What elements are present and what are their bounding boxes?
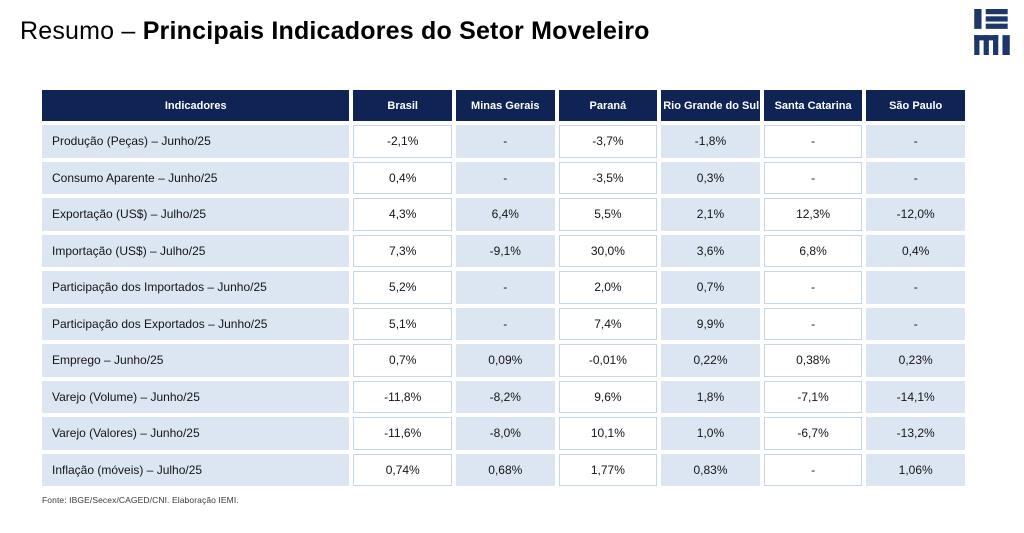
- value-cell: 0,22%: [659, 342, 762, 379]
- column-header-rio-grande-do-sul: Rio Grande do Sul: [659, 88, 762, 123]
- value-cell: 0,7%: [351, 342, 454, 379]
- value-cell: 7,4%: [556, 305, 660, 342]
- value-cell: 6,4%: [454, 196, 557, 233]
- value-cell: 0,3%: [659, 159, 762, 196]
- column-header-brasil: Brasil: [351, 88, 454, 123]
- value-cell: -12,0%: [864, 196, 967, 233]
- value-cell: 0,38%: [761, 342, 865, 379]
- value-cell: -: [454, 123, 557, 160]
- column-header-santa-catarina: Santa Catarina: [761, 88, 865, 123]
- table-row: Participação dos Exportados – Junho/25 5,…: [40, 305, 967, 342]
- value-cell: -: [454, 159, 557, 196]
- row-label: Importação (US$) – Julho/25: [40, 232, 352, 269]
- table-row: Inflação (móveis) – Julho/25 0,74% 0,68% 1,…: [40, 451, 967, 488]
- row-label: Varejo (Valores) – Junho/25: [40, 415, 352, 452]
- value-cell: -13,2%: [864, 415, 967, 452]
- source-footnote: Fonte: IBGE/Secex/CAGED/CNI. Elaboração …: [42, 495, 239, 505]
- row-label: Participação dos Importados – Junho/25: [40, 269, 352, 306]
- value-cell: -14,1%: [864, 378, 967, 415]
- value-cell: 0,4%: [351, 159, 454, 196]
- indicators-table-wrap: Indicadores Brasil Minas Gerais Paraná Rio G…: [40, 88, 967, 488]
- page-title: Resumo – Principais Indicadores do Setor…: [20, 16, 650, 46]
- value-cell: 12,3%: [761, 196, 865, 233]
- table-row: Participação dos Importados – Junho/25 5,…: [40, 269, 967, 306]
- page-title-main: Principais Indicadores do Setor Moveleir…: [142, 17, 650, 45]
- value-cell: 7,3%: [351, 232, 454, 269]
- value-cell: 10,1%: [556, 415, 660, 452]
- table-row: Consumo Aparente – Junho/25 0,4% - -3,5% 0,3…: [40, 159, 967, 196]
- row-label: Varejo (Volume) – Junho/25: [40, 378, 352, 415]
- value-cell: 5,5%: [556, 196, 660, 233]
- row-label: Produção (Peças) – Junho/25: [40, 123, 352, 160]
- value-cell: -: [864, 269, 967, 306]
- iemi-logo-icon: [974, 9, 1010, 55]
- column-header-indicadores: Indicadores: [40, 88, 352, 123]
- value-cell: 1,06%: [864, 451, 967, 488]
- value-cell: 2,1%: [659, 196, 762, 233]
- value-cell: 9,9%: [659, 305, 762, 342]
- column-header-minas-gerais: Minas Gerais: [454, 88, 557, 123]
- table-header-row: Indicadores Brasil Minas Gerais Paraná Rio G…: [40, 88, 967, 123]
- value-cell: 2,0%: [556, 269, 660, 306]
- value-cell: -9,1%: [454, 232, 557, 269]
- value-cell: 6,8%: [761, 232, 865, 269]
- value-cell: -: [864, 305, 967, 342]
- table-row: Emprego – Junho/25 0,7% 0,09% -0,01% 0,22% 0,…: [40, 342, 967, 379]
- table-row: Importação (US$) – Julho/25 7,3% -9,1% 30,0…: [40, 232, 967, 269]
- value-cell: -: [864, 159, 967, 196]
- value-cell: 5,1%: [351, 305, 454, 342]
- value-cell: 4,3%: [351, 196, 454, 233]
- value-cell: -3,5%: [556, 159, 660, 196]
- table-row: Exportação (US$) – Julho/25 4,3% 6,4% 5,5% 2…: [40, 196, 967, 233]
- value-cell: 0,4%: [864, 232, 967, 269]
- value-cell: -: [761, 123, 865, 160]
- table-row: Varejo (Valores) – Junho/25 -11,6% -8,0% 10…: [40, 415, 967, 452]
- value-cell: -1,8%: [659, 123, 762, 160]
- value-cell: 1,8%: [659, 378, 762, 415]
- value-cell: 0,68%: [454, 451, 557, 488]
- value-cell: -: [864, 123, 967, 160]
- value-cell: 1,77%: [556, 451, 660, 488]
- value-cell: -3,7%: [556, 123, 660, 160]
- value-cell: 0,7%: [659, 269, 762, 306]
- row-label: Participação dos Exportados – Junho/25: [40, 305, 352, 342]
- value-cell: 0,83%: [659, 451, 762, 488]
- iemi-logo: [972, 8, 1012, 56]
- table-row: Varejo (Volume) – Junho/25 -11,8% -8,2% 9,6…: [40, 378, 967, 415]
- value-cell: 0,74%: [351, 451, 454, 488]
- value-cell: -0,01%: [556, 342, 660, 379]
- value-cell: -: [761, 269, 865, 306]
- row-label: Consumo Aparente – Junho/25: [40, 159, 352, 196]
- value-cell: -: [454, 305, 557, 342]
- row-label: Exportação (US$) – Julho/25: [40, 196, 352, 233]
- row-label: Emprego – Junho/25: [40, 342, 352, 379]
- row-label: Inflação (móveis) – Julho/25: [40, 451, 352, 488]
- value-cell: -: [761, 159, 865, 196]
- value-cell: 5,2%: [351, 269, 454, 306]
- value-cell: 0,23%: [864, 342, 967, 379]
- column-header-paraná: Paraná: [556, 88, 660, 123]
- value-cell: -: [761, 305, 865, 342]
- value-cell: 9,6%: [556, 378, 660, 415]
- value-cell: -8,2%: [454, 378, 557, 415]
- indicators-table: Indicadores Brasil Minas Gerais Paraná Rio G…: [40, 88, 967, 488]
- value-cell: 0,09%: [454, 342, 557, 379]
- value-cell: 1,0%: [659, 415, 762, 452]
- value-cell: -: [454, 269, 557, 306]
- value-cell: -11,6%: [351, 415, 454, 452]
- value-cell: -11,8%: [351, 378, 454, 415]
- value-cell: -6,7%: [761, 415, 865, 452]
- value-cell: 30,0%: [556, 232, 660, 269]
- value-cell: 3,6%: [659, 232, 762, 269]
- value-cell: -2,1%: [351, 123, 454, 160]
- table-row: Produção (Peças) – Junho/25 -2,1% - -3,7% -1…: [40, 123, 967, 160]
- value-cell: -7,1%: [761, 378, 865, 415]
- value-cell: -: [761, 451, 865, 488]
- page-title-prefix: Resumo –: [20, 17, 143, 45]
- column-header-são-paulo: São Paulo: [864, 88, 967, 123]
- value-cell: -8,0%: [454, 415, 557, 452]
